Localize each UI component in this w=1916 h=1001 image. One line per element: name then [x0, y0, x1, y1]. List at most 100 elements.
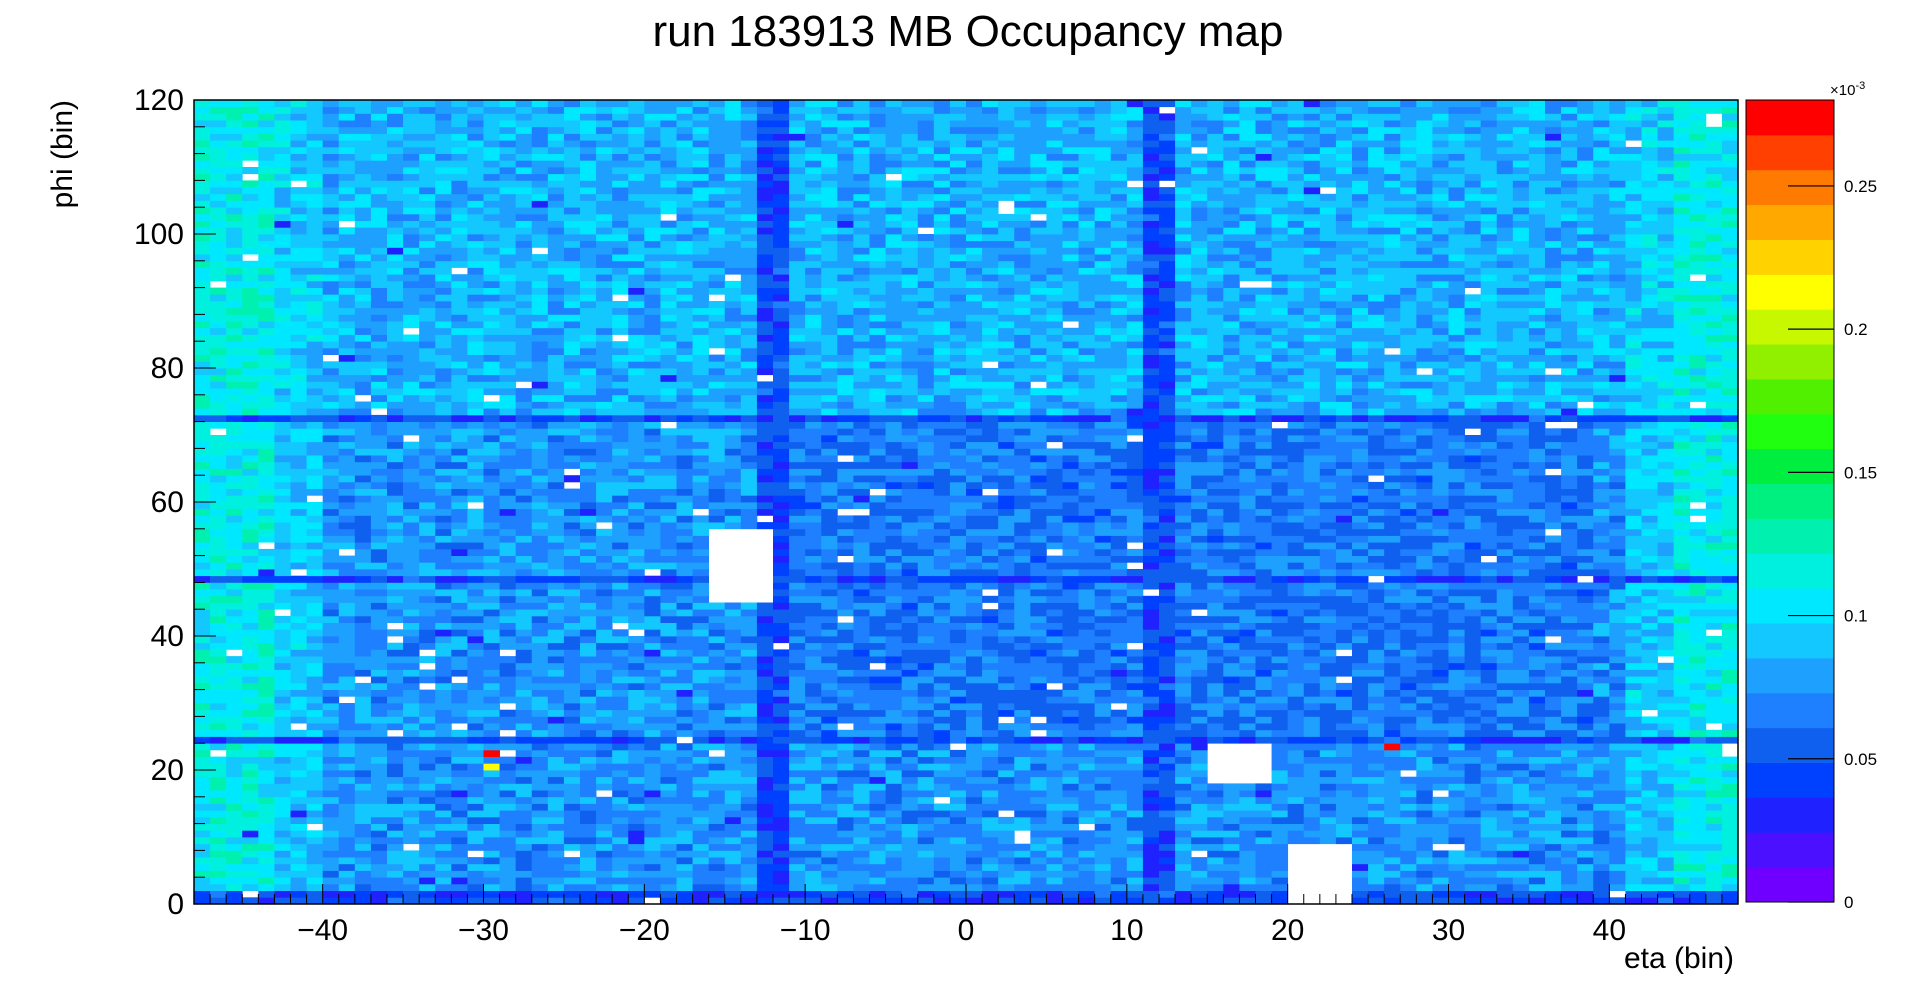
heatmap-cell	[596, 126, 613, 134]
heatmap-cell	[258, 381, 275, 389]
heatmap-cell	[660, 890, 677, 898]
heatmap-cell	[837, 167, 854, 175]
heatmap-cell	[242, 126, 259, 134]
heatmap-cell	[837, 850, 854, 858]
heatmap-cell	[580, 796, 597, 804]
heatmap-cell	[789, 133, 806, 141]
heatmap-cell	[194, 749, 211, 757]
heatmap-cell	[258, 401, 275, 409]
heatmap-cell	[387, 374, 404, 382]
heatmap-cell	[789, 602, 806, 610]
heatmap-cell	[612, 662, 629, 670]
heatmap-cell	[387, 448, 404, 456]
heatmap-cell	[226, 327, 243, 335]
heatmap-cell	[644, 428, 661, 436]
heatmap-cell	[419, 850, 436, 858]
heatmap-cell	[338, 408, 356, 416]
heatmap-cell	[515, 528, 533, 536]
heatmap-cell	[435, 160, 452, 168]
heatmap-cell	[403, 830, 420, 838]
heatmap-cell	[354, 897, 372, 905]
heatmap-cell	[837, 488, 854, 496]
heatmap-cell	[805, 213, 822, 221]
heatmap-cell	[419, 428, 436, 436]
heatmap-cell	[210, 475, 227, 483]
heatmap-cell	[258, 314, 275, 322]
heatmap-cell	[322, 502, 340, 510]
heatmap-cell	[483, 649, 500, 657]
heatmap-cell	[773, 113, 790, 121]
heatmap-cell	[644, 401, 661, 409]
heatmap-cell	[547, 140, 565, 148]
heatmap-cell	[354, 776, 372, 784]
heatmap-cell	[756, 167, 774, 175]
heatmap-cell	[419, 669, 436, 677]
heatmap-cell	[306, 555, 324, 563]
heatmap-cell	[644, 816, 661, 824]
heatmap-cell	[258, 689, 275, 697]
heatmap-cell	[290, 562, 307, 570]
heatmap-cell	[628, 656, 645, 664]
heatmap-cell	[660, 877, 677, 885]
heatmap-cell	[451, 548, 468, 556]
heatmap-cell	[419, 790, 436, 798]
heatmap-cell	[354, 629, 372, 637]
heatmap-cell	[547, 790, 565, 798]
heatmap-cell	[612, 347, 629, 355]
heatmap-cell	[724, 508, 742, 516]
heatmap-cell	[515, 783, 533, 791]
heatmap-cell	[451, 106, 468, 114]
heatmap-cell	[467, 106, 484, 114]
heatmap-cell	[354, 193, 372, 201]
heatmap-cell	[226, 334, 243, 342]
heatmap-cell	[322, 776, 340, 784]
heatmap-cell	[773, 187, 790, 195]
heatmap-cell	[290, 321, 307, 329]
heatmap-cell	[451, 488, 468, 496]
heatmap-cell	[451, 669, 468, 677]
heatmap-cell	[644, 810, 661, 818]
heatmap-cell	[628, 783, 645, 791]
heatmap-cell	[515, 180, 533, 188]
heatmap-cell	[692, 615, 710, 623]
heatmap-cell	[515, 341, 533, 349]
heatmap-cell	[660, 843, 677, 851]
heatmap-cell	[483, 441, 500, 449]
heatmap-cell	[274, 334, 291, 342]
heatmap-cell	[242, 234, 259, 242]
heatmap-cell	[467, 703, 484, 711]
heatmap-cell	[419, 207, 436, 215]
heatmap-cell	[499, 421, 517, 429]
heatmap-cell	[724, 615, 742, 623]
heatmap-cell	[322, 334, 340, 342]
heatmap-cell	[596, 495, 613, 503]
heatmap-cell	[387, 609, 404, 617]
heatmap-cell	[837, 354, 854, 362]
heatmap-cell	[451, 823, 468, 831]
heatmap-cell	[403, 180, 420, 188]
heatmap-cell	[805, 475, 822, 483]
heatmap-cell	[853, 495, 870, 503]
heatmap-cell	[676, 475, 693, 483]
heatmap-cell	[210, 662, 227, 670]
heatmap-cell	[708, 254, 726, 262]
heatmap-cell	[419, 254, 436, 262]
heatmap-cell	[676, 234, 693, 242]
heatmap-cell	[435, 716, 452, 724]
heatmap-cell	[612, 716, 629, 724]
heatmap-cell	[403, 729, 420, 737]
heatmap-cell	[322, 823, 340, 831]
heatmap-cell	[274, 763, 291, 771]
heatmap-cell	[338, 441, 356, 449]
heatmap-cell	[194, 642, 211, 650]
heatmap-cell	[853, 193, 870, 201]
heatmap-cell	[580, 843, 597, 851]
heatmap-cell	[580, 703, 597, 711]
heatmap-cell	[708, 790, 726, 798]
heatmap-cell	[580, 113, 597, 121]
heatmap-cell	[773, 816, 790, 824]
heatmap-cell	[226, 280, 243, 288]
heatmap-cell	[644, 435, 661, 443]
heatmap-cell	[547, 897, 565, 905]
heatmap-cell	[499, 200, 517, 208]
